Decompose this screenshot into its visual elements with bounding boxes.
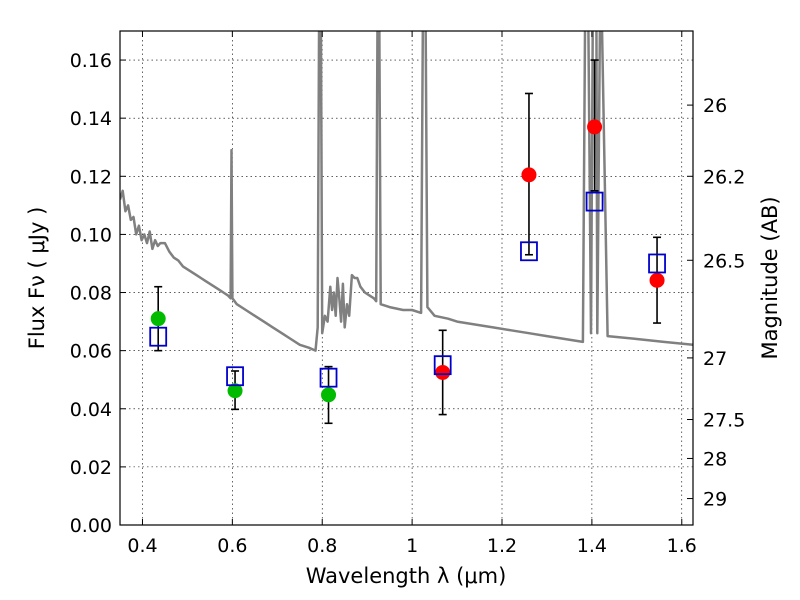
model-flux-square	[520, 241, 538, 262]
data-points	[149, 59, 666, 425]
photometry-point	[227, 383, 243, 399]
y-tick-label: 0.00	[70, 515, 112, 537]
model-flux-square	[319, 367, 338, 388]
photometry-point	[649, 272, 665, 288]
model-flux-square	[433, 355, 452, 376]
right-tick-label: 29	[703, 489, 727, 511]
x-tick-label: 1.2	[487, 535, 517, 557]
model-flux-square	[585, 191, 604, 212]
y-tick-label: 0.08	[70, 283, 112, 305]
y-tick-label: 0.14	[70, 108, 112, 130]
right-tick-label: 28	[703, 448, 727, 470]
x-tick-label: 0.6	[217, 535, 247, 557]
right-axis-label: Magnitude (AB)	[758, 196, 782, 359]
spectrum-layer	[120, 31, 693, 352]
plot-frame	[119, 30, 694, 526]
model-flux-square	[226, 366, 244, 387]
photometry-point	[521, 167, 537, 183]
x-tick-label: 0.8	[307, 535, 337, 557]
right-tick-label: 26	[703, 95, 727, 117]
photometry-point	[150, 311, 166, 327]
photometry-point	[587, 119, 603, 135]
right-tick-label: 26.2	[703, 166, 745, 188]
model-flux-square	[149, 326, 168, 347]
model-spectrum-line	[120, 31, 693, 352]
y-tick-label: 0.10	[70, 224, 112, 246]
x-axis-label: Wavelength λ (μm)	[306, 564, 507, 588]
x-tick-label: 1.4	[577, 535, 607, 557]
right-tick-label: 27.5	[703, 410, 745, 432]
right-tick-label: 26.5	[703, 250, 745, 272]
right-tick-label: 27	[703, 348, 727, 370]
y-tick-label: 0.16	[70, 50, 112, 72]
y-tick-label: 0.12	[70, 166, 112, 188]
axis-ticks: 0.4 0.6 0.8 1 1.2 1.4 1.6 0.00 0.02 0.04 0.06 0.08 0…	[70, 31, 745, 557]
photometry-point	[435, 364, 451, 380]
x-tick-label: 1	[406, 535, 418, 557]
x-tick-label: 1.6	[667, 535, 697, 557]
model-flux-square	[648, 253, 666, 274]
y-tick-label: 0.06	[70, 341, 112, 363]
y-axis-label: Flux Fν ( μJy )	[25, 207, 49, 350]
y-tick-label: 0.02	[70, 457, 112, 479]
x-tick-label: 0.4	[127, 535, 157, 557]
photometry-point	[321, 387, 337, 403]
y-tick-label: 0.04	[70, 399, 112, 421]
